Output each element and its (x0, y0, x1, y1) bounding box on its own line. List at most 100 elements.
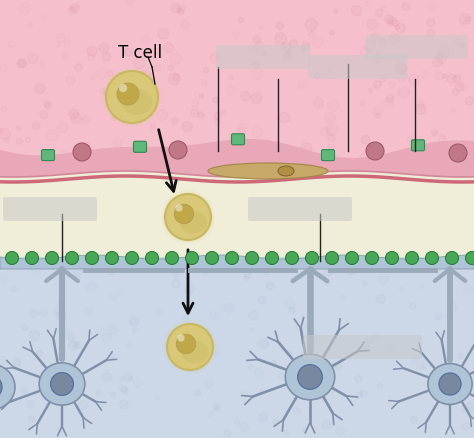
Circle shape (265, 252, 279, 265)
Circle shape (234, 418, 240, 424)
Circle shape (56, 34, 65, 43)
Circle shape (262, 52, 266, 57)
Ellipse shape (285, 354, 335, 400)
Circle shape (438, 47, 449, 58)
Circle shape (323, 267, 332, 276)
Circle shape (371, 333, 380, 343)
Circle shape (161, 191, 215, 244)
Circle shape (174, 205, 194, 224)
FancyBboxPatch shape (411, 141, 425, 152)
Circle shape (287, 351, 292, 356)
Circle shape (71, 5, 79, 14)
Circle shape (165, 194, 211, 240)
Circle shape (369, 89, 373, 93)
Circle shape (305, 20, 317, 32)
Circle shape (374, 55, 382, 64)
Circle shape (435, 314, 441, 320)
Circle shape (30, 310, 38, 318)
Circle shape (69, 110, 79, 120)
FancyBboxPatch shape (303, 335, 422, 359)
Circle shape (13, 359, 20, 366)
Circle shape (122, 388, 129, 394)
Circle shape (112, 153, 120, 160)
Circle shape (366, 339, 372, 344)
Ellipse shape (181, 341, 209, 364)
Circle shape (433, 58, 442, 67)
Circle shape (462, 423, 469, 431)
Circle shape (376, 295, 385, 304)
Circle shape (46, 104, 53, 111)
Circle shape (305, 385, 311, 391)
Circle shape (437, 54, 446, 64)
Circle shape (328, 67, 333, 73)
Circle shape (360, 48, 369, 57)
Circle shape (107, 71, 113, 77)
Circle shape (150, 124, 155, 130)
Circle shape (78, 400, 88, 410)
Circle shape (134, 58, 145, 70)
Circle shape (210, 54, 219, 63)
Circle shape (311, 357, 318, 364)
Circle shape (57, 426, 64, 432)
Circle shape (402, 3, 410, 11)
Circle shape (102, 333, 112, 343)
Circle shape (138, 143, 144, 148)
Circle shape (96, 391, 101, 396)
Circle shape (85, 307, 92, 315)
Circle shape (215, 406, 220, 412)
Circle shape (108, 325, 117, 335)
Circle shape (172, 279, 181, 288)
Circle shape (441, 135, 446, 140)
Ellipse shape (121, 90, 153, 116)
Circle shape (183, 315, 189, 321)
Circle shape (427, 257, 436, 266)
Circle shape (426, 252, 438, 265)
Circle shape (109, 354, 114, 359)
Circle shape (62, 53, 68, 60)
Circle shape (326, 252, 338, 265)
Circle shape (0, 156, 5, 165)
Circle shape (452, 89, 459, 96)
Circle shape (88, 55, 95, 62)
Circle shape (129, 317, 139, 326)
Circle shape (246, 252, 258, 265)
Circle shape (383, 99, 393, 109)
Circle shape (378, 384, 383, 389)
Circle shape (167, 324, 213, 370)
Circle shape (46, 252, 58, 265)
Circle shape (285, 252, 299, 265)
Circle shape (106, 252, 118, 265)
Ellipse shape (39, 363, 85, 405)
Circle shape (85, 252, 99, 265)
Circle shape (273, 419, 278, 425)
Circle shape (301, 43, 310, 51)
Circle shape (276, 23, 283, 30)
Circle shape (35, 84, 45, 95)
Circle shape (194, 390, 201, 396)
Circle shape (70, 8, 74, 12)
Circle shape (439, 373, 461, 395)
Circle shape (199, 95, 203, 99)
Circle shape (411, 417, 417, 423)
Circle shape (241, 92, 250, 102)
Circle shape (151, 107, 156, 113)
Circle shape (455, 40, 460, 46)
Circle shape (319, 392, 325, 399)
Circle shape (124, 90, 134, 100)
Circle shape (301, 143, 312, 155)
Circle shape (346, 268, 354, 276)
Polygon shape (0, 140, 474, 177)
Circle shape (365, 252, 379, 265)
Circle shape (363, 281, 367, 286)
Circle shape (405, 252, 419, 265)
Circle shape (361, 136, 370, 145)
Circle shape (433, 132, 438, 137)
Circle shape (252, 62, 259, 69)
Circle shape (334, 10, 338, 14)
Circle shape (399, 88, 410, 99)
Circle shape (177, 335, 185, 342)
Circle shape (125, 49, 132, 57)
Circle shape (262, 140, 271, 149)
Circle shape (104, 70, 160, 126)
Circle shape (229, 76, 234, 80)
